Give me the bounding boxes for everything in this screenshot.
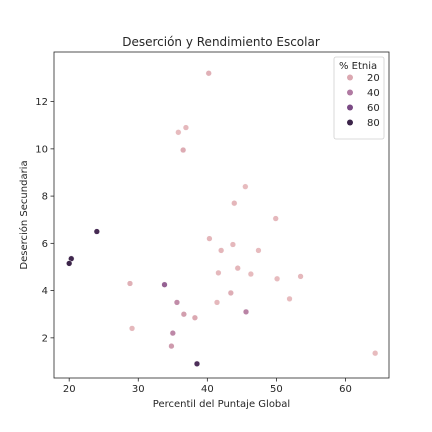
y-tick-label: 10 [35, 144, 48, 155]
data-point [213, 299, 221, 306]
axis-ticks: 20 30 40 50 60 2 4 6 8 10 12 [35, 97, 352, 395]
x-tick-label: 30 [132, 384, 145, 395]
x-axis-label: Percentil del Puntaje Global [153, 399, 290, 410]
legend-title: % Etnia [339, 61, 377, 72]
data-point [286, 295, 293, 303]
data-point [242, 183, 249, 190]
legend-marker [347, 89, 353, 96]
data-point [168, 342, 175, 350]
data-point [193, 360, 201, 367]
legend-marker [347, 104, 353, 111]
y-tick-label: 4 [42, 286, 48, 297]
data-point [191, 314, 199, 321]
data-point [231, 200, 238, 207]
legend-marker [347, 119, 353, 126]
data-point [272, 215, 279, 222]
data-point [215, 269, 222, 277]
data-point [175, 129, 182, 136]
legend-marker [347, 74, 353, 81]
data-point [218, 247, 225, 254]
data-point [180, 146, 187, 154]
data-points [66, 70, 379, 367]
y-tick-label: 8 [42, 192, 48, 203]
data-point [205, 70, 212, 77]
legend-label: 40 [367, 88, 380, 99]
data-point [93, 228, 100, 235]
chart-title: Deserción y Rendimiento Escolar [122, 35, 320, 49]
x-tick-label: 50 [270, 384, 283, 395]
legend-label: 80 [367, 118, 380, 129]
data-point [255, 247, 262, 254]
y-tick-label: 6 [42, 239, 48, 250]
data-point [273, 275, 281, 282]
y-axis-label: Deserción Secundaria [18, 160, 30, 269]
legend-box [333, 56, 385, 140]
data-point [128, 325, 136, 332]
data-point [66, 260, 73, 267]
data-point [229, 241, 237, 248]
y-tick-label: 12 [35, 97, 48, 108]
data-point [247, 270, 255, 278]
x-tick-label: 20 [63, 384, 76, 395]
data-point [180, 311, 188, 318]
data-point [372, 350, 379, 357]
data-point [161, 281, 168, 288]
data-point [227, 289, 234, 297]
data-point [126, 280, 134, 287]
data-point [234, 265, 241, 272]
data-point [173, 299, 181, 306]
data-point [297, 273, 304, 280]
legend: % Etnia 20 40 60 80 [333, 56, 385, 140]
data-point [182, 124, 190, 131]
y-tick-label: 2 [42, 333, 48, 344]
legend-label: 60 [367, 103, 380, 114]
legend-label: 20 [367, 73, 380, 84]
data-point [169, 329, 176, 337]
data-point [242, 308, 250, 316]
x-tick-label: 60 [339, 384, 352, 395]
plot-area [53, 51, 390, 379]
x-tick-label: 40 [201, 384, 214, 395]
data-point [206, 235, 213, 242]
